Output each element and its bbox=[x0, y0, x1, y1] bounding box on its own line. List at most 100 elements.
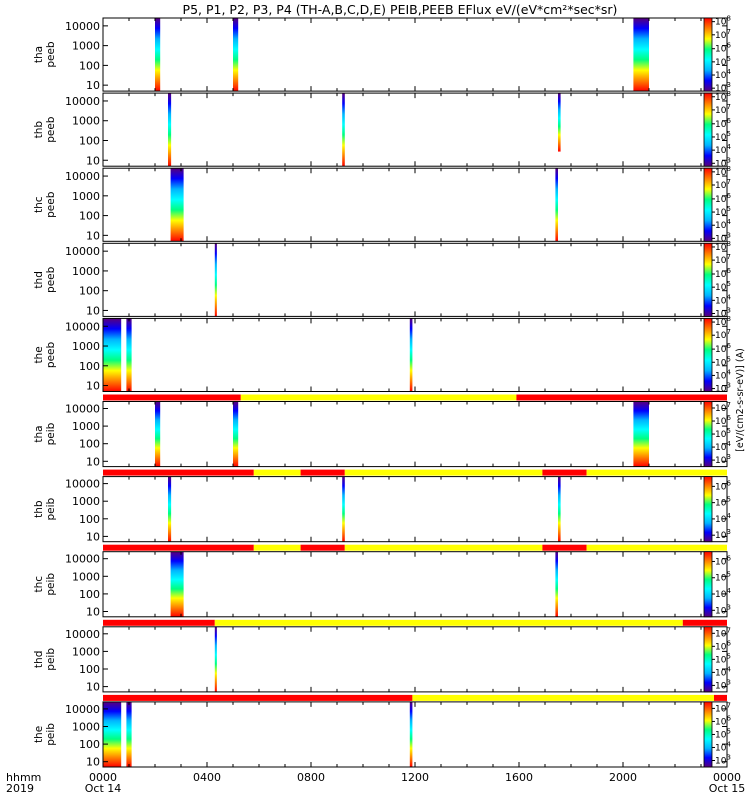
x-tick-label: 0000 bbox=[713, 771, 741, 784]
colorbar-tick-label: 106 bbox=[715, 42, 731, 55]
mode-bar-segment bbox=[344, 469, 543, 476]
y-tick-label: 10000 bbox=[65, 245, 100, 258]
colorbar-tick-base: 10 bbox=[715, 430, 727, 440]
colorbar-tick-label: 103 bbox=[715, 81, 731, 94]
colorbar-tick-label: 106 bbox=[715, 192, 731, 205]
x-row-label-format: hhmm bbox=[6, 771, 41, 784]
mode-bar-segment bbox=[103, 619, 215, 626]
colorbar-tick-label: 103 bbox=[715, 753, 731, 766]
colorbar bbox=[703, 17, 713, 92]
colorbar-tick-exponent: 4 bbox=[726, 512, 731, 520]
colorbar-tick-base: 10 bbox=[715, 358, 727, 368]
colorbar-tick-base: 10 bbox=[715, 120, 727, 130]
spectrogram-burst bbox=[409, 318, 413, 392]
colorbar bbox=[703, 92, 713, 167]
mode-bar-segment bbox=[214, 619, 683, 626]
colorbar-tick-base: 10 bbox=[715, 515, 727, 525]
colorbar-tick-label: 105 bbox=[715, 427, 731, 440]
y-tick-label: 10000 bbox=[65, 628, 100, 641]
panel-ylabel-probe: thd bbox=[33, 651, 45, 668]
panel-ylabel-quantity: peib bbox=[45, 573, 57, 596]
y-tick-label: 10000 bbox=[65, 170, 100, 183]
y-tick-label: 10000 bbox=[65, 20, 100, 33]
colorbar-tick-exponent: 6 bbox=[726, 714, 731, 722]
y-tick-label: 1000 bbox=[72, 40, 100, 53]
colorbar-tick-base: 10 bbox=[715, 234, 727, 244]
colorbar-tick-exponent: 3 bbox=[726, 156, 730, 164]
panel-ylabel-probe: thb bbox=[33, 500, 45, 518]
colorbar-tick-label: 104 bbox=[715, 512, 731, 525]
y-tick-label: 1000 bbox=[72, 645, 100, 658]
y-tick-label: 10 bbox=[86, 756, 100, 769]
colorbar-tick-base: 10 bbox=[715, 499, 727, 509]
colorbar-tick-exponent: 3 bbox=[726, 231, 730, 239]
colorbar-tick-exponent: 6 bbox=[726, 479, 731, 487]
colorbar-tick-exponent: 4 bbox=[726, 68, 731, 76]
colorbar-tick-label: 104 bbox=[715, 665, 731, 678]
spectrogram-burst bbox=[170, 168, 184, 242]
mode-bar-segment bbox=[253, 544, 301, 551]
spectrogram-burst bbox=[342, 476, 345, 542]
colorbar-tick-label: 103 bbox=[715, 453, 731, 466]
colorbar bbox=[703, 551, 713, 618]
colorbar-tick-exponent: 8 bbox=[726, 15, 730, 23]
x-tick-label: 2000 bbox=[609, 771, 637, 784]
panel-ylabel-quantity: peib bbox=[45, 422, 57, 445]
spectrogram-burst bbox=[233, 401, 239, 467]
colorbar-tick-label: 103 bbox=[715, 603, 731, 616]
y-tick-label: 10000 bbox=[65, 403, 100, 416]
colorbar-tick-label: 105 bbox=[715, 355, 731, 368]
panel-ylabel-probe: tha bbox=[33, 425, 45, 442]
colorbar-tick-exponent: 3 bbox=[726, 306, 730, 314]
y-tick-label: 100 bbox=[79, 59, 100, 72]
colorbar-tick-exponent: 7 bbox=[726, 401, 730, 409]
y-tick-label: 10 bbox=[86, 154, 100, 167]
colorbar-tick-label: 107 bbox=[715, 253, 731, 266]
x-tick-label: 0400 bbox=[193, 771, 221, 784]
panel-ylabel-quantity: peeb bbox=[45, 116, 57, 143]
colorbar-tick-label: 105 bbox=[715, 727, 731, 740]
colorbar-tick-label: 106 bbox=[715, 479, 731, 492]
colorbar-tick-base: 10 bbox=[715, 243, 727, 253]
colorbar-tick-label: 103 bbox=[715, 306, 731, 319]
colorbar-tick-label: 107 bbox=[715, 103, 731, 116]
colorbar-tick-exponent: 4 bbox=[726, 665, 731, 673]
colorbar-tick-base: 10 bbox=[715, 371, 727, 381]
colorbar-tick-base: 10 bbox=[715, 181, 727, 191]
spectrogram-burst bbox=[168, 476, 172, 542]
colorbar bbox=[703, 317, 713, 392]
spectrogram-burst bbox=[633, 401, 649, 467]
colorbar-tick-label: 106 bbox=[715, 639, 731, 652]
colorbar-tick-base: 10 bbox=[715, 557, 727, 567]
y-tick-label: 10000 bbox=[65, 553, 100, 566]
spectrogram-burst bbox=[103, 318, 122, 392]
colorbar-tick-exponent: 7 bbox=[726, 328, 730, 336]
spectrogram-burst bbox=[155, 18, 161, 92]
colorbar-tick-label: 106 bbox=[715, 342, 731, 355]
colorbar-tick-label: 106 bbox=[715, 554, 731, 567]
spectrogram-burst bbox=[342, 93, 345, 167]
colorbar-tick-exponent: 5 bbox=[726, 280, 730, 288]
colorbar-tick-base: 10 bbox=[715, 159, 727, 169]
colorbar-tick-base: 10 bbox=[715, 756, 727, 766]
y-tick-label: 1000 bbox=[72, 495, 100, 508]
spectrogram-burst bbox=[170, 551, 184, 617]
mode-bar-segment bbox=[714, 694, 727, 701]
y-tick-label: 1000 bbox=[72, 721, 100, 734]
panel-ylabel-quantity: peeb bbox=[45, 341, 57, 368]
y-tick-label: 10 bbox=[86, 79, 100, 92]
spectrogram-burst bbox=[555, 168, 558, 242]
colorbar-tick-base: 10 bbox=[715, 531, 727, 541]
mode-bar-segment bbox=[103, 394, 241, 401]
colorbar-tick-exponent: 3 bbox=[726, 528, 730, 536]
colorbar-tick-exponent: 5 bbox=[726, 496, 730, 504]
colorbar-tick-base: 10 bbox=[715, 704, 727, 714]
panel-ylabel-probe: thb bbox=[33, 121, 45, 139]
colorbar-tick-base: 10 bbox=[715, 58, 727, 68]
